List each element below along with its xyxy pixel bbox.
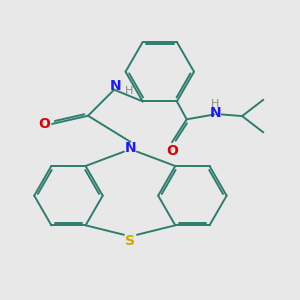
- Text: N: N: [110, 80, 122, 93]
- Text: O: O: [38, 117, 50, 131]
- Text: H: H: [124, 86, 133, 96]
- Text: N: N: [210, 106, 222, 120]
- Text: N: N: [124, 141, 136, 155]
- Text: O: O: [166, 144, 178, 158]
- Text: S: S: [125, 234, 135, 248]
- Text: H: H: [211, 99, 219, 109]
